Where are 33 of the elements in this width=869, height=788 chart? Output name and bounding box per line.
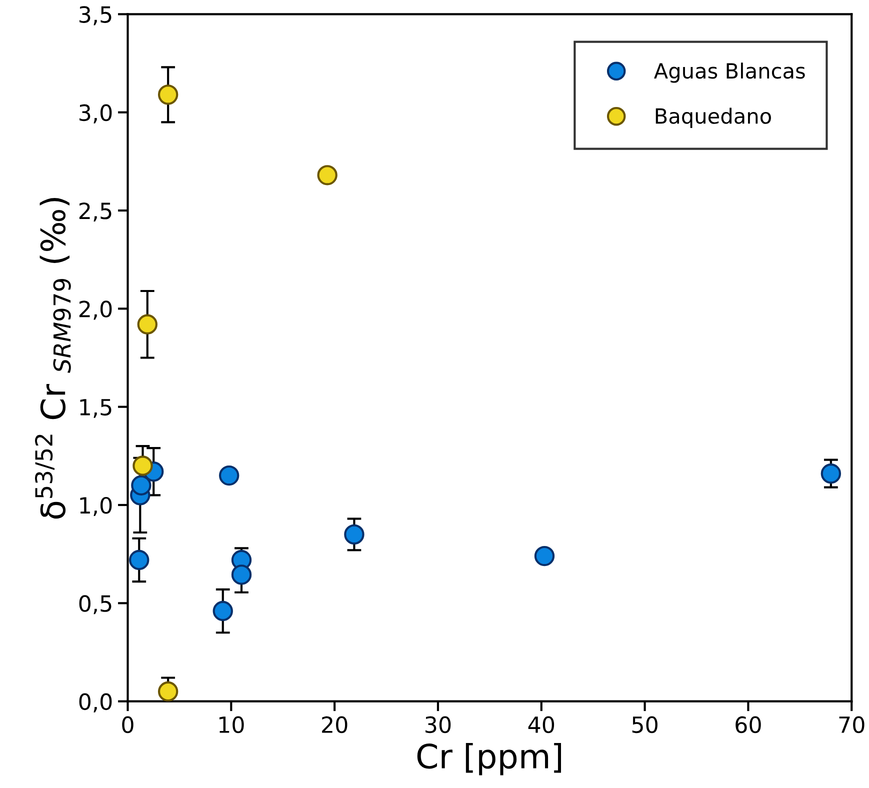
- y-axis-title: δ$^{53/52}$ Cr $_{SRM979}$ (‰): [35, 198, 71, 519]
- x-tick-label: 60: [736, 716, 761, 734]
- point: [820, 463, 842, 484]
- point: [317, 165, 338, 186]
- point: [132, 456, 153, 476]
- x-tick-label: 50: [632, 716, 658, 734]
- y-tick-label: 0,5: [79, 595, 112, 614]
- point: [344, 524, 364, 545]
- y-tick-label: 3,5: [80, 6, 112, 26]
- point: [158, 84, 178, 105]
- x-tick-label: 20: [322, 716, 348, 734]
- point: [218, 465, 240, 486]
- y-tick-label: 2,5: [79, 202, 112, 222]
- y-tick-label: 3,0: [80, 104, 112, 124]
- point: [534, 546, 555, 566]
- y-tick-label: 1,5: [80, 399, 112, 418]
- point: [158, 681, 178, 702]
- y-tick-label: 2,0: [79, 300, 112, 320]
- x-tick-label: 10: [219, 716, 244, 734]
- point: [137, 314, 158, 334]
- y-tick-label: 0,0: [79, 693, 112, 712]
- y-tick-label: 1,0: [80, 496, 112, 516]
- x-axis-title: Cr [ppm]: [417, 742, 561, 776]
- point: [231, 564, 252, 585]
- point: [212, 600, 233, 622]
- point: [129, 550, 150, 570]
- x-tick-label: 70: [839, 716, 864, 734]
- x-tick-label: 0: [122, 716, 134, 734]
- x-tick-label: 30: [426, 716, 451, 734]
- point: [131, 475, 152, 496]
- x-tick-label: 40: [528, 716, 554, 734]
- legend-label: Aguas Blancas: [654, 62, 805, 83]
- legend-label: Baquedano: [656, 108, 771, 128]
